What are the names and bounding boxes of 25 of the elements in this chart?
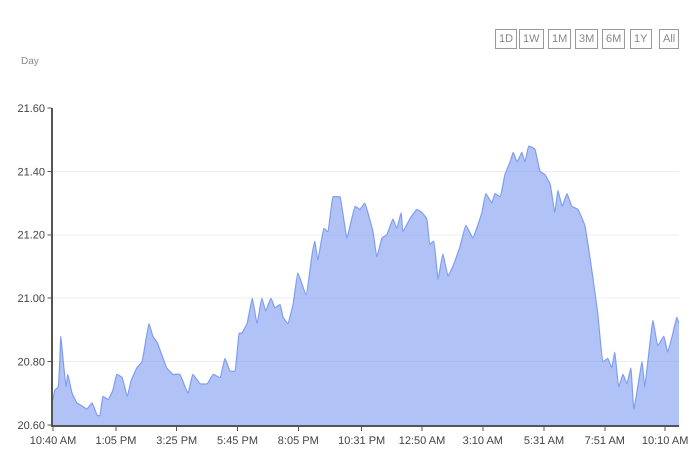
text: 3M	[579, 33, 594, 45]
y-tick-label: 21.00	[18, 293, 46, 306]
x-tick-label: 3:10 AM	[462, 434, 503, 447]
x-tick-label: 10:10 AM	[642, 434, 688, 447]
y-tick-label: 20.60	[18, 420, 46, 432]
text: 1Y	[634, 33, 648, 45]
x-tick-label: 5:31 AM	[524, 434, 564, 447]
y-tick-label: 21.20	[18, 230, 46, 242]
y-tick-label: 21.40	[18, 166, 46, 178]
x-tick-label: 8:05 PM	[278, 434, 319, 447]
x-tick-label: 10:31 PM	[338, 434, 386, 447]
text: 1M	[552, 33, 568, 45]
x-tick-label: 12:50 AM	[398, 434, 446, 447]
chart-subtitle: Day	[21, 56, 39, 67]
text: 1D	[499, 33, 514, 45]
x-tick-label: 7:51 AM	[584, 434, 625, 447]
y-tick-label: 20.80	[18, 356, 46, 368]
x-tick-label: 5:45 PM	[217, 434, 258, 447]
x-tick-label: 10:40 AM	[30, 434, 76, 447]
text: 1W	[523, 33, 540, 45]
x-tick-label: 1:05 PM	[95, 434, 136, 447]
x-tick-label: 3:25 PM	[156, 434, 198, 447]
y-tick-label: 21.60	[18, 102, 46, 115]
text: 6M	[606, 33, 622, 45]
text: All	[663, 33, 676, 45]
